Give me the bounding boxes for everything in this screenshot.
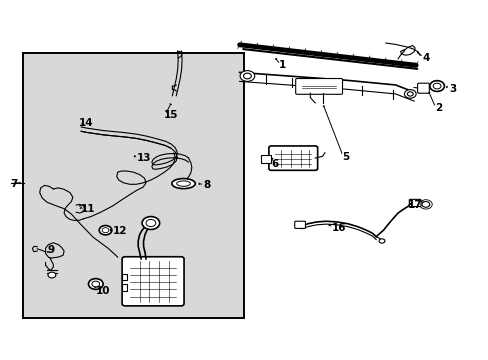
Text: 13: 13 xyxy=(137,153,151,163)
Circle shape xyxy=(146,220,156,226)
Text: 8: 8 xyxy=(203,180,210,190)
Text: 1: 1 xyxy=(278,60,285,70)
Bar xyxy=(122,274,127,280)
Text: 12: 12 xyxy=(113,226,127,236)
Circle shape xyxy=(240,71,254,81)
Circle shape xyxy=(421,202,429,207)
Circle shape xyxy=(429,81,444,91)
FancyBboxPatch shape xyxy=(408,199,420,207)
Text: 4: 4 xyxy=(422,53,429,63)
Circle shape xyxy=(432,83,440,89)
Circle shape xyxy=(407,92,412,96)
Circle shape xyxy=(378,239,384,243)
Text: 11: 11 xyxy=(81,204,96,214)
FancyBboxPatch shape xyxy=(268,146,317,170)
Text: 17: 17 xyxy=(407,200,422,210)
Bar xyxy=(22,53,244,318)
Circle shape xyxy=(102,228,109,233)
Bar xyxy=(122,284,127,291)
Ellipse shape xyxy=(176,181,190,186)
Text: 10: 10 xyxy=(96,286,110,296)
Text: 7: 7 xyxy=(10,179,18,189)
Text: 14: 14 xyxy=(79,118,93,128)
Circle shape xyxy=(243,73,251,79)
Text: 5: 5 xyxy=(341,152,348,162)
Circle shape xyxy=(88,279,103,289)
Bar xyxy=(260,155,271,163)
Text: 9: 9 xyxy=(47,245,54,255)
Circle shape xyxy=(48,272,56,278)
Circle shape xyxy=(419,200,431,209)
Text: 3: 3 xyxy=(448,84,456,94)
FancyBboxPatch shape xyxy=(294,221,305,228)
Circle shape xyxy=(404,90,415,98)
FancyBboxPatch shape xyxy=(295,78,342,94)
FancyBboxPatch shape xyxy=(122,257,183,306)
Circle shape xyxy=(142,217,159,229)
Text: 15: 15 xyxy=(163,111,178,121)
Text: 2: 2 xyxy=(434,103,441,113)
Text: 16: 16 xyxy=(331,224,346,233)
Circle shape xyxy=(99,226,112,235)
Ellipse shape xyxy=(171,179,195,189)
Text: 6: 6 xyxy=(271,159,278,169)
FancyBboxPatch shape xyxy=(417,83,428,93)
Circle shape xyxy=(92,281,100,287)
